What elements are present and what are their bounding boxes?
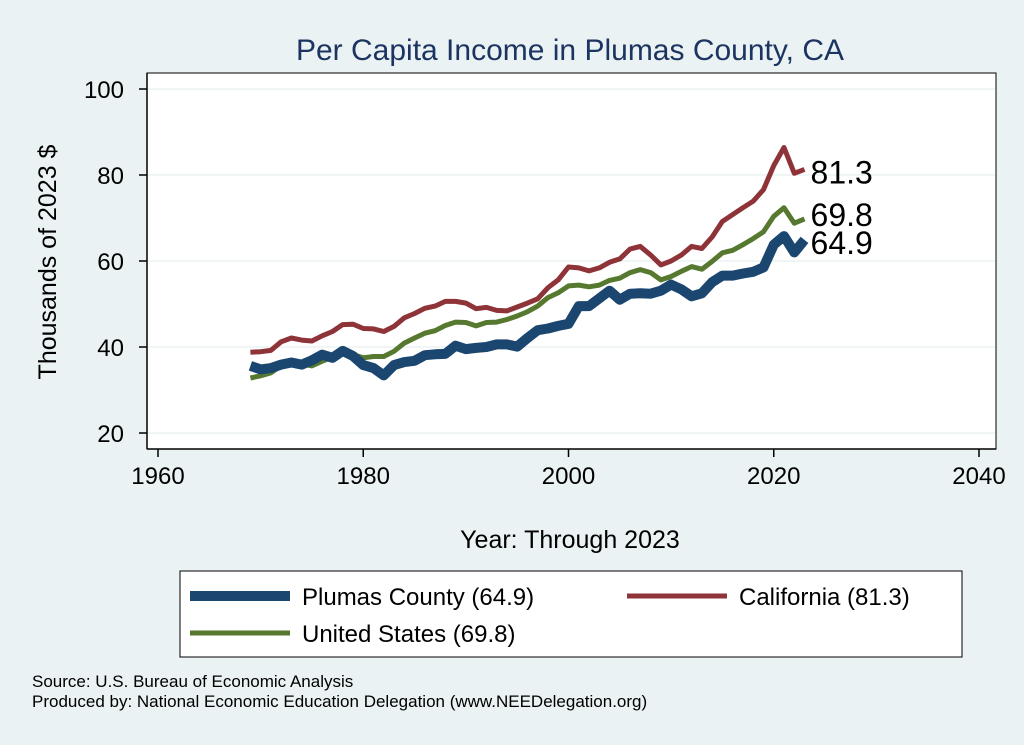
legend-box [179,570,963,658]
y-axis-title: Thousands of 2023 $ [34,144,62,379]
y-tick-label-40: 40 [97,335,124,362]
x-tick-label-1960: 1960 [131,463,184,490]
legend: Plumas County (64.9) California (81.3) U… [179,570,963,658]
series-line-plumas-county [248,231,809,381]
end-label-united-states: 69.8 [811,197,873,233]
x-tick-label-1980: 1980 [337,463,390,490]
end-labels: 81.3 69.864.9 [811,154,873,261]
gridlines [148,88,995,434]
series-lines [248,145,809,381]
x-tick-label-2020: 2020 [747,463,800,490]
x-tick-label-2040: 2040 [952,463,1005,490]
legend-label-united-states: United States (69.8) [302,621,515,648]
source-note: Source: U.S. Bureau of Economic Analysis [32,672,354,691]
y-tick-label-20: 20 [97,421,124,448]
legend-label-plumas-county: Plumas County (64.9) [302,584,534,611]
y-tick-label-80: 80 [97,163,124,190]
y-tick-label-100: 100 [84,77,124,104]
y-tick-label-60: 60 [97,249,124,276]
chart-title: Per Capita Income in Plumas County, CA [296,34,844,67]
legend-label-california: California (81.3) [739,584,910,611]
x-tick-label-2000: 2000 [542,463,595,490]
end-label-california: 81.3 [811,154,873,190]
series-line-california [250,145,806,355]
end-label-plumas-county: 64.9 [811,225,873,261]
producer-note: Produced by: National Economic Education… [32,692,648,711]
x-axis-title: Year: Through 2023 [460,526,680,554]
